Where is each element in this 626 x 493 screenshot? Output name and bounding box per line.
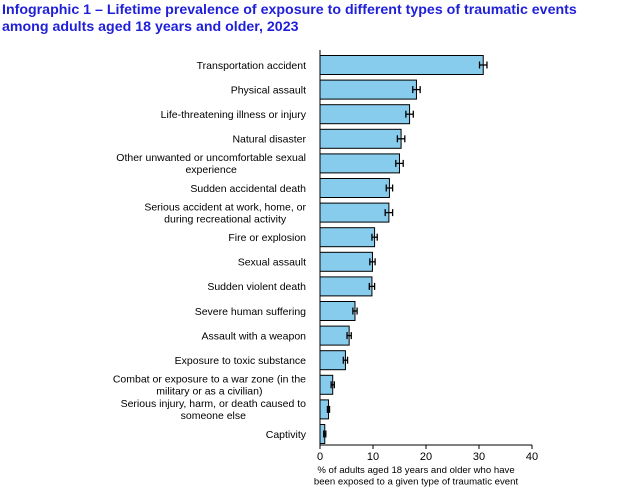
category-label: Sudden accidental death: [190, 183, 306, 195]
x-tick-label: 0: [317, 451, 323, 463]
axes-group: 0 10 20 30 40: [317, 50, 538, 463]
bar: [319, 153, 400, 174]
bar: [319, 104, 411, 125]
category-labels-group: Transportation accident Physical assault L…: [113, 60, 307, 441]
category-label: Exposure to toxic substance: [175, 355, 306, 367]
bar: [319, 79, 417, 100]
error-bar: [371, 233, 378, 241]
bar: [319, 276, 373, 297]
category-label: Serious injury, harm, or death caused to…: [121, 398, 307, 422]
category-label: Fire or explosion: [228, 232, 306, 244]
error-bar: [395, 159, 404, 167]
bar: [319, 301, 356, 321]
x-tick-label: 30: [473, 451, 485, 463]
error-bar: [323, 430, 327, 438]
error-bar: [352, 307, 358, 315]
category-label: Other unwanted or uncomfortable sexual ex…: [116, 152, 306, 176]
error-bar: [369, 258, 376, 266]
category-label: Assault with a weapon: [202, 330, 307, 342]
error-bar: [405, 110, 414, 118]
x-tick-label: 40: [526, 451, 538, 463]
error-bar: [326, 405, 331, 413]
bars-group: [319, 55, 484, 444]
bar: [319, 55, 484, 75]
bar: [319, 251, 373, 272]
error-bar: [384, 209, 394, 217]
error-bar: [412, 86, 421, 94]
category-label: Captivity: [266, 429, 307, 441]
category-label: Serious accident at work, home, or during…: [144, 201, 306, 225]
category-label: Transportation accident: [197, 60, 306, 72]
chart-title: Infographic 1 – Lifetime prevalence of e…: [2, 2, 577, 35]
error-bar: [478, 61, 488, 69]
x-axis-title: % of adults aged 18 years and older who …: [314, 465, 519, 488]
bar: [319, 178, 390, 198]
error-bar: [330, 381, 335, 389]
category-label: Life-threatening illness or injury: [161, 109, 307, 121]
error-bars-group: [323, 61, 488, 438]
bar: [319, 227, 376, 248]
bar: [319, 128, 402, 149]
category-label: Combat or exposure to a war zone (in the…: [113, 374, 306, 398]
category-label: Physical assault: [231, 84, 306, 96]
error-bar: [368, 282, 376, 290]
category-label: Natural disaster: [232, 134, 306, 146]
x-tick-label: 10: [367, 451, 379, 463]
category-label: Sudden violent death: [207, 281, 306, 293]
category-label: Severe human suffering: [195, 306, 306, 318]
error-bar: [385, 184, 394, 192]
x-tick-label: 20: [420, 451, 432, 463]
error-bar: [342, 356, 349, 364]
category-label: Sexual assault: [238, 257, 306, 269]
error-bar: [396, 135, 406, 143]
bar: [319, 350, 346, 371]
bar: [319, 202, 390, 223]
bar: [319, 325, 350, 346]
error-bar: [346, 332, 352, 340]
